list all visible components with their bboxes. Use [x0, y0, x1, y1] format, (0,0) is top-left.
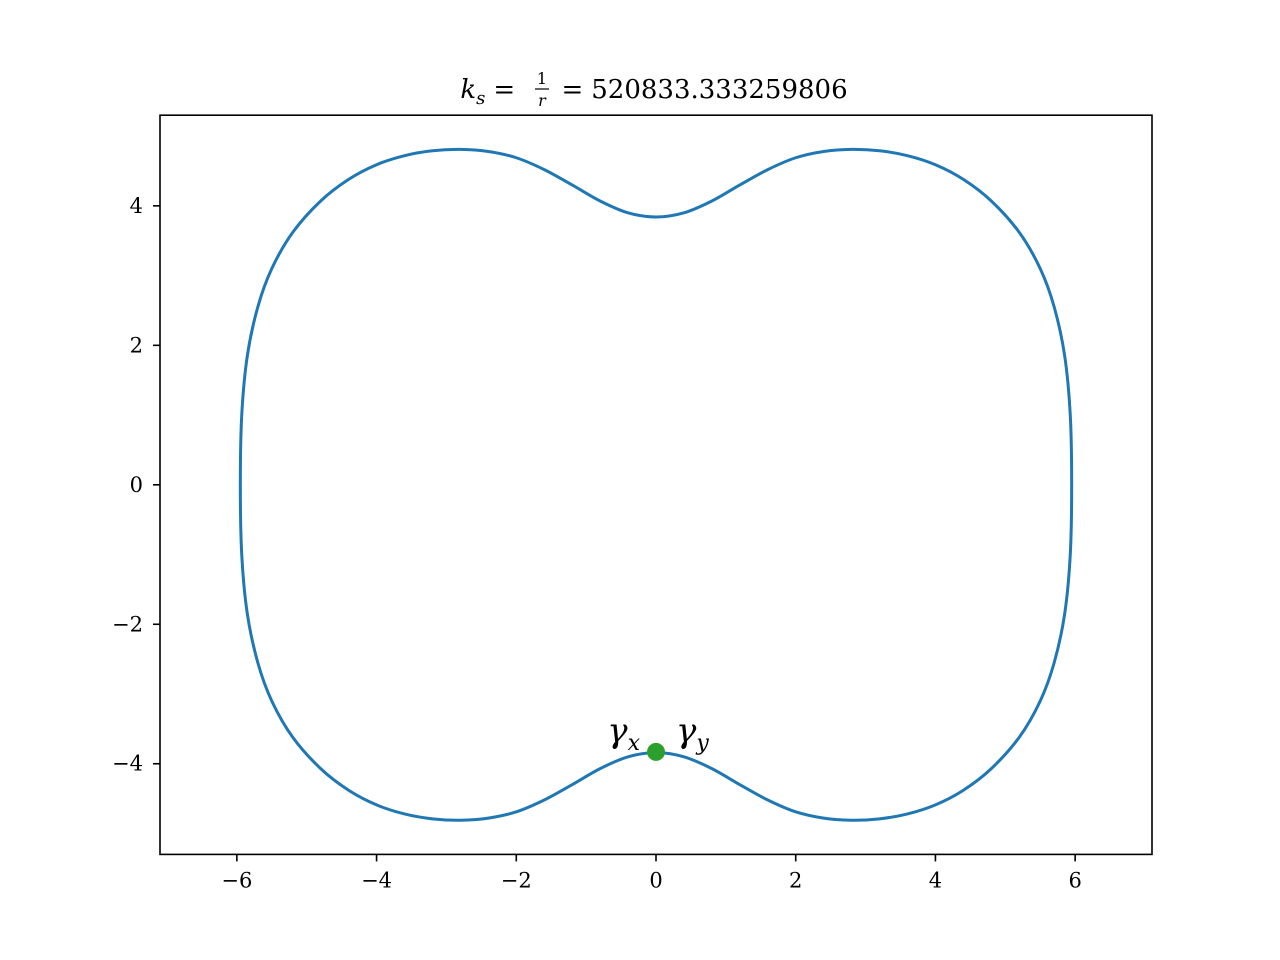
annotation-layer: γx γy: [607, 711, 709, 756]
x-tick-label: −4: [361, 868, 392, 892]
y-tick-label: 2: [130, 333, 143, 357]
x-tick-label: −6: [221, 868, 252, 892]
title-eq1: =: [493, 75, 515, 105]
chart-title: ks = = 520833.333259806: [460, 75, 847, 109]
y-tick-label: −4: [112, 752, 143, 776]
x-tick-label: 4: [929, 868, 942, 892]
x-tick-label: 0: [649, 868, 662, 892]
annotation-subscript: x: [628, 731, 641, 756]
y-tick-label: 4: [130, 194, 143, 218]
y-tick-label: −2: [112, 612, 143, 636]
y-tick-label: 0: [130, 473, 143, 497]
x-tick-label: 2: [789, 868, 802, 892]
annotation-left: γx: [607, 711, 640, 756]
title-k: k: [460, 75, 476, 105]
x-tick-label: −2: [501, 868, 532, 892]
title-fraction-spacer: [549, 75, 557, 105]
title-k-sub: s: [476, 88, 485, 109]
title-value: 520833.333259806: [591, 75, 847, 105]
annotation-symbol: γ: [676, 711, 697, 751]
title-frac-num: 1: [537, 69, 547, 88]
annotation-symbol: γ: [607, 711, 628, 751]
title-eq2: =: [561, 75, 583, 105]
annotation-subscript: y: [695, 731, 709, 756]
x-axis: −6 −4 −2 0 2 4 6: [221, 854, 1082, 892]
y-axis: −4 −2 0 2 4: [112, 194, 160, 776]
annotation-right: γy: [676, 711, 709, 756]
title-frac-den: r: [538, 91, 547, 110]
x-tick-label: 6: [1068, 868, 1081, 892]
data-point-marker: [647, 742, 665, 761]
marker-layer: [647, 742, 665, 761]
